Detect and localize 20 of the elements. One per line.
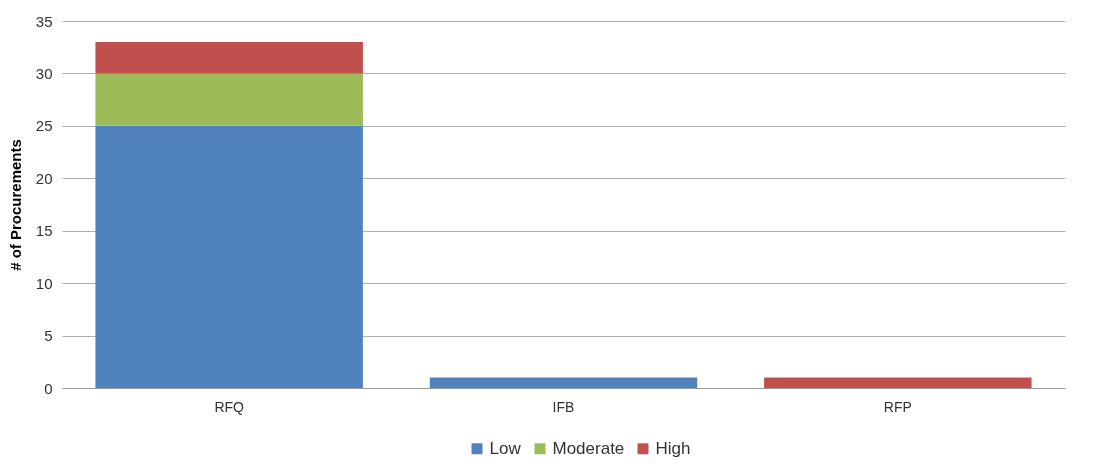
x-tick-label: RFP — [883, 398, 912, 415]
x-tick-label: RFQ — [214, 398, 245, 415]
legend-label: High — [655, 438, 691, 458]
bar — [95, 41, 363, 74]
legend-label: Low — [489, 438, 522, 458]
y-tick-label: 20 — [35, 169, 53, 187]
x-tick-label: IFB — [552, 398, 575, 415]
y-tick-label: 25 — [35, 117, 53, 135]
y-tick-label: 0 — [44, 379, 53, 397]
legend-label: Moderate — [552, 438, 625, 458]
y-axis-title: # of Procurements — [6, 139, 24, 271]
bar — [95, 125, 363, 388]
y-tick-label: 35 — [35, 12, 53, 30]
bar — [764, 377, 1032, 388]
y-tick-label: 30 — [35, 64, 53, 82]
bar — [429, 377, 698, 388]
y-tick-label: 5 — [44, 327, 53, 345]
y-tick-label: 15 — [35, 222, 53, 240]
y-tick-label: 10 — [35, 274, 53, 292]
bar — [95, 73, 363, 126]
